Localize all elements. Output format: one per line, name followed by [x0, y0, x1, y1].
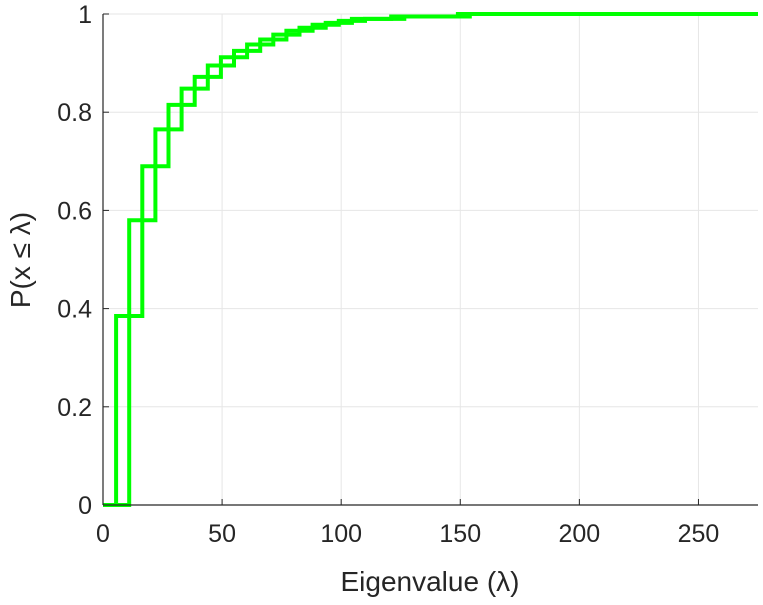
x-tick-label: 50 [208, 520, 236, 548]
x-ticks: 0 50 100 150 200 250 [96, 499, 719, 548]
y-tick-label: 0.8 [57, 99, 92, 127]
y-tick-label: 0.6 [57, 197, 92, 225]
y-tick-label: 0.2 [57, 394, 92, 422]
y-tick-label: 0.4 [57, 296, 92, 324]
x-tick-label: 200 [559, 520, 601, 548]
y-tick-label: 0 [78, 492, 92, 520]
y-tick-label: 1 [78, 1, 92, 29]
series-group [103, 12, 758, 507]
x-tick-label: 150 [439, 520, 481, 548]
x-tick-label: 0 [96, 520, 110, 548]
axes [102, 14, 758, 506]
x-axis-title: Eigenvalue (λ) [341, 566, 520, 597]
y-ticks: 0 0.2 0.4 0.6 0.8 1 [57, 1, 109, 520]
x-tick-label: 250 [678, 520, 720, 548]
y-axis-title: P(x ≤ λ) [5, 212, 36, 308]
plot-background [103, 14, 758, 505]
x-tick-label: 100 [320, 520, 362, 548]
cdf-series-line-2 [103, 12, 758, 507]
